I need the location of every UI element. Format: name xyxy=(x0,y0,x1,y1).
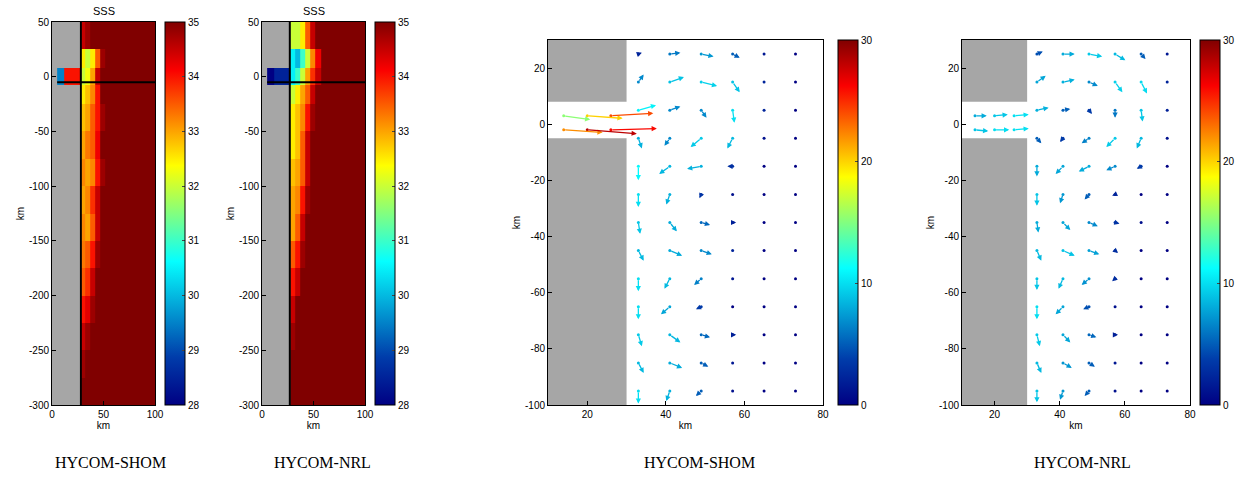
svg-text:60: 60 xyxy=(739,409,751,420)
svg-text:100: 100 xyxy=(147,409,164,420)
svg-text:-80: -80 xyxy=(945,343,960,354)
svg-text:-100: -100 xyxy=(939,400,959,411)
svg-text:-20: -20 xyxy=(945,175,960,186)
svg-text:32: 32 xyxy=(188,181,200,192)
svg-text:35: 35 xyxy=(398,17,410,28)
svg-text:HYCOM-NRL: HYCOM-NRL xyxy=(274,454,371,471)
svg-text:34: 34 xyxy=(398,71,410,82)
svg-text:33: 33 xyxy=(188,126,200,137)
svg-text:0: 0 xyxy=(861,400,867,411)
svg-text:40: 40 xyxy=(660,409,672,420)
svg-text:-60: -60 xyxy=(945,287,960,298)
svg-text:-200: -200 xyxy=(239,290,259,301)
svg-text:30: 30 xyxy=(398,290,410,301)
svg-text:20: 20 xyxy=(582,409,594,420)
svg-text:-200: -200 xyxy=(29,290,49,301)
svg-text:20: 20 xyxy=(1223,156,1235,167)
svg-text:28: 28 xyxy=(188,400,200,411)
svg-text:-250: -250 xyxy=(239,345,259,356)
svg-text:29: 29 xyxy=(188,345,200,356)
svg-text:20: 20 xyxy=(861,156,873,167)
svg-text:30: 30 xyxy=(861,35,873,46)
svg-text:-300: -300 xyxy=(239,400,259,411)
svg-text:-40: -40 xyxy=(945,231,960,242)
svg-text:50: 50 xyxy=(98,409,110,420)
svg-text:-300: -300 xyxy=(29,400,49,411)
svg-text:SSS: SSS xyxy=(93,5,115,17)
svg-text:10: 10 xyxy=(1223,278,1235,289)
svg-text:-150: -150 xyxy=(239,235,259,246)
svg-text:-40: -40 xyxy=(531,231,546,242)
svg-text:0: 0 xyxy=(539,119,545,130)
svg-text:40: 40 xyxy=(1054,409,1066,420)
svg-text:SSS: SSS xyxy=(303,5,325,17)
svg-text:-150: -150 xyxy=(29,235,49,246)
svg-text:100: 100 xyxy=(357,409,374,420)
svg-text:-250: -250 xyxy=(29,345,49,356)
svg-text:32: 32 xyxy=(398,181,410,192)
svg-text:80: 80 xyxy=(1184,409,1196,420)
svg-text:31: 31 xyxy=(398,235,410,246)
svg-text:km: km xyxy=(15,207,26,220)
svg-text:km: km xyxy=(679,420,692,431)
svg-text:-100: -100 xyxy=(525,400,545,411)
svg-text:29: 29 xyxy=(398,345,410,356)
svg-text:28: 28 xyxy=(398,400,410,411)
svg-text:20: 20 xyxy=(534,63,546,74)
svg-text:50: 50 xyxy=(38,17,50,28)
svg-text:30: 30 xyxy=(1223,35,1235,46)
svg-text:km: km xyxy=(307,420,320,431)
svg-text:33: 33 xyxy=(398,126,410,137)
svg-text:34: 34 xyxy=(188,71,200,82)
svg-text:km: km xyxy=(511,216,522,229)
svg-text:km: km xyxy=(925,216,936,229)
svg-text:30: 30 xyxy=(188,290,200,301)
svg-text:-20: -20 xyxy=(531,175,546,186)
svg-text:km: km xyxy=(225,207,236,220)
svg-text:-50: -50 xyxy=(245,126,260,137)
svg-text:km: km xyxy=(97,420,110,431)
svg-text:50: 50 xyxy=(248,17,260,28)
svg-text:0: 0 xyxy=(953,119,959,130)
svg-text:0: 0 xyxy=(49,409,55,420)
svg-text:HYCOM-SHOM: HYCOM-SHOM xyxy=(55,454,166,471)
svg-text:km: km xyxy=(1069,420,1082,431)
svg-text:0: 0 xyxy=(253,71,259,82)
svg-text:0: 0 xyxy=(43,71,49,82)
svg-text:-50: -50 xyxy=(35,126,50,137)
svg-text:10: 10 xyxy=(861,278,873,289)
svg-text:31: 31 xyxy=(188,235,200,246)
svg-text:50: 50 xyxy=(308,409,320,420)
svg-text:HYCOM-NRL: HYCOM-NRL xyxy=(1034,454,1131,471)
svg-text:-100: -100 xyxy=(239,181,259,192)
svg-text:35: 35 xyxy=(188,17,200,28)
svg-text:80: 80 xyxy=(817,409,829,420)
svg-text:60: 60 xyxy=(1119,409,1131,420)
svg-text:20: 20 xyxy=(948,63,960,74)
svg-text:20: 20 xyxy=(989,409,1001,420)
svg-text:0: 0 xyxy=(1223,400,1229,411)
svg-text:-60: -60 xyxy=(531,287,546,298)
svg-text:HYCOM-SHOM: HYCOM-SHOM xyxy=(644,454,755,471)
svg-text:-100: -100 xyxy=(29,181,49,192)
svg-text:-80: -80 xyxy=(531,343,546,354)
svg-text:0: 0 xyxy=(259,409,265,420)
